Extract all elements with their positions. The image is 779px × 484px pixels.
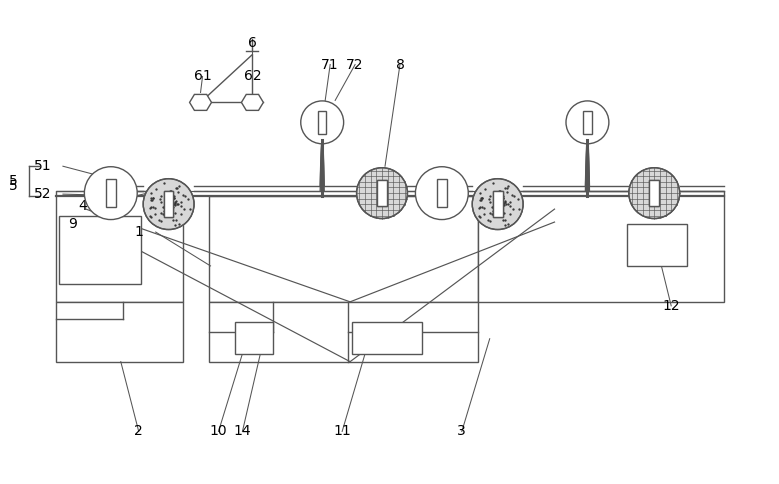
Circle shape (415, 166, 468, 220)
Text: 2: 2 (134, 424, 143, 439)
Bar (56, 191, 182, 302)
Circle shape (357, 168, 407, 219)
Bar (478, 191, 724, 302)
Text: 9: 9 (69, 217, 77, 231)
Bar (209, 302, 478, 362)
Bar (493, 191, 502, 217)
Text: 72: 72 (347, 58, 364, 72)
Bar (106, 179, 116, 207)
Bar (377, 180, 387, 207)
Text: 4: 4 (79, 199, 87, 213)
Text: 71: 71 (322, 58, 339, 72)
Text: 5: 5 (9, 174, 17, 188)
Bar (650, 180, 659, 207)
Text: 62: 62 (244, 70, 261, 83)
Text: 6: 6 (248, 35, 257, 49)
Bar (493, 191, 502, 217)
Text: 52: 52 (34, 187, 51, 201)
Text: 14: 14 (234, 424, 252, 439)
Circle shape (84, 166, 137, 220)
Text: 61: 61 (194, 70, 211, 83)
Bar (164, 191, 174, 217)
Bar (235, 322, 273, 354)
Bar (650, 180, 659, 207)
Text: 3: 3 (457, 424, 466, 439)
Circle shape (143, 179, 194, 229)
Polygon shape (241, 94, 263, 110)
Text: 11: 11 (333, 424, 351, 439)
Bar (377, 180, 387, 207)
Text: 10: 10 (210, 424, 227, 439)
Circle shape (301, 101, 344, 144)
Text: 12: 12 (662, 299, 680, 313)
Text: 1: 1 (134, 225, 143, 239)
Circle shape (566, 101, 609, 144)
Bar (164, 191, 174, 217)
Text: 51: 51 (34, 159, 52, 173)
Bar (352, 322, 422, 354)
Text: 8: 8 (396, 58, 404, 72)
Circle shape (629, 168, 679, 219)
Bar (59, 216, 141, 284)
Bar (318, 111, 326, 134)
Bar (627, 224, 687, 266)
Circle shape (472, 179, 523, 229)
Text: 5: 5 (9, 179, 17, 193)
Bar (583, 111, 591, 134)
Bar (437, 179, 447, 207)
Polygon shape (189, 94, 212, 110)
Bar (209, 196, 478, 302)
Bar (56, 302, 182, 362)
